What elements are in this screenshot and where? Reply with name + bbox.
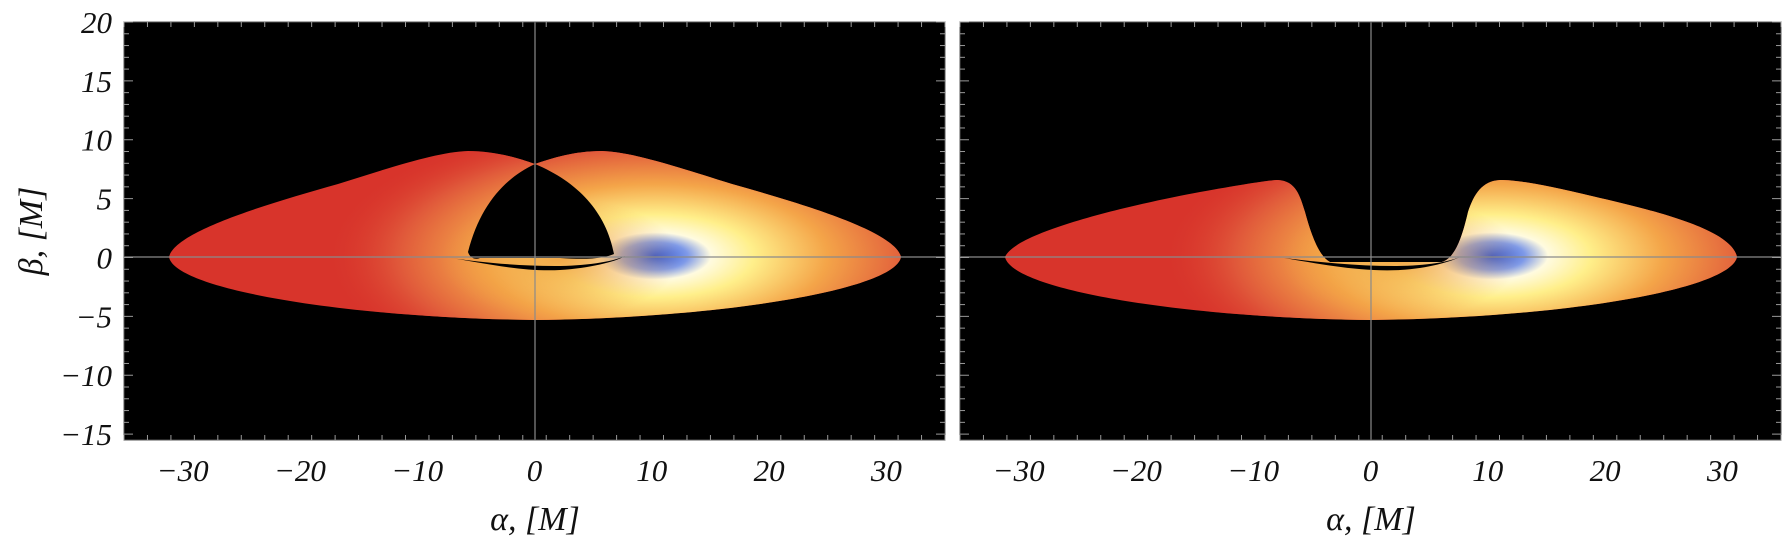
y-tick-label: 0 bbox=[97, 240, 113, 275]
y-tick-label: 20 bbox=[81, 5, 113, 40]
left-x-axis-title: α, [M] bbox=[490, 501, 580, 538]
y-tick-label: 5 bbox=[97, 182, 113, 217]
y-tick-label: −10 bbox=[60, 358, 112, 393]
right-frame bbox=[959, 21, 1782, 441]
right-x-axis-title: α, [M] bbox=[1326, 501, 1416, 538]
y-tick-label: −5 bbox=[76, 299, 112, 334]
x-tick-label: −20 bbox=[1110, 453, 1162, 488]
right-panel: −30 −20 −10 0 10 20 30 α, [M] bbox=[959, 21, 1782, 538]
x-tick-label: −30 bbox=[993, 453, 1045, 488]
x-tick-label: −10 bbox=[391, 453, 443, 488]
left-y-axis-title: β, [M] bbox=[13, 187, 50, 277]
x-tick-label: 10 bbox=[636, 453, 668, 488]
x-tick-label: 0 bbox=[1363, 453, 1379, 488]
y-tick-label: −15 bbox=[60, 417, 112, 452]
left-inner-gap bbox=[450, 256, 625, 271]
x-tick-label: 20 bbox=[754, 453, 786, 488]
x-tick-label: −10 bbox=[1227, 453, 1279, 488]
right-inner-gap bbox=[1284, 256, 1462, 271]
left-frame bbox=[123, 21, 946, 441]
right-x-ticks: −30 −20 −10 0 10 20 30 bbox=[959, 21, 1782, 488]
y-tick-label: 15 bbox=[81, 64, 112, 99]
x-tick-label: 30 bbox=[1706, 453, 1739, 488]
x-tick-label: −20 bbox=[274, 453, 326, 488]
x-tick-label: 30 bbox=[870, 453, 903, 488]
left-x-ticks: −30 −20 −10 0 10 20 30 bbox=[123, 22, 946, 488]
left-shadow-arch bbox=[468, 164, 614, 259]
left-y-ticks: 20 15 10 5 0 −5 −10 −15 bbox=[60, 5, 945, 452]
x-tick-label: −30 bbox=[157, 453, 209, 488]
x-tick-label: 0 bbox=[527, 453, 543, 488]
x-tick-label: 20 bbox=[1590, 453, 1622, 488]
left-panel: −30 −20 −10 0 10 20 30 20 15 10 5 0 −5 −10 −15 α, [M]… bbox=[13, 5, 946, 538]
x-tick-label: 10 bbox=[1472, 453, 1504, 488]
y-tick-label: 10 bbox=[81, 123, 113, 158]
